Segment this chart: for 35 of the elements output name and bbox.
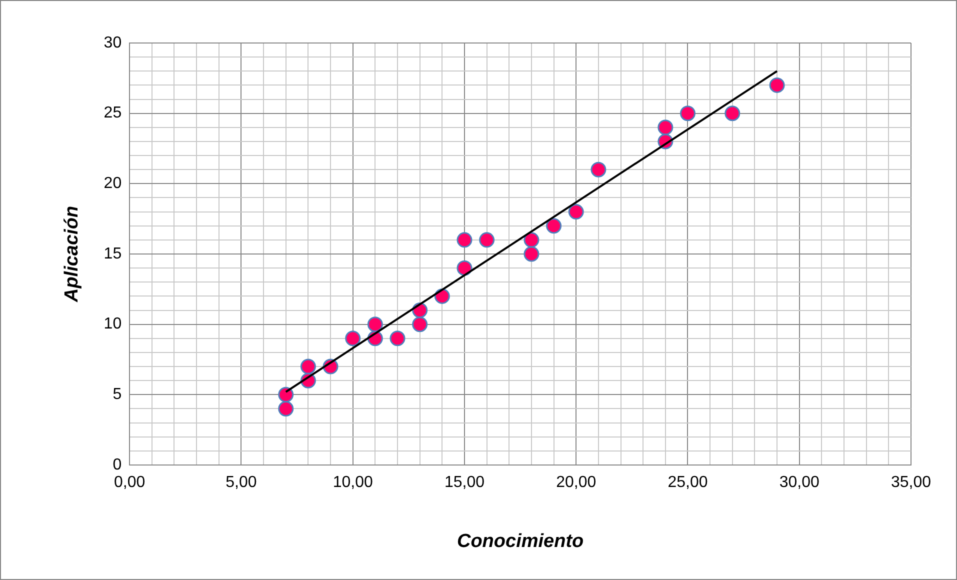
x-tick-label: 20,00 (556, 474, 596, 492)
y-tick-label: 30 (104, 34, 122, 52)
x-tick-label: 25,00 (668, 474, 708, 492)
point (724, 106, 740, 122)
point (524, 232, 540, 248)
y-tick-label: 15 (104, 245, 122, 262)
y-tick-label: 10 (104, 316, 122, 333)
y-tick-label: 25 (104, 104, 122, 122)
point (479, 232, 495, 248)
x-tick-label: 5,00 (226, 474, 257, 492)
point (367, 316, 383, 332)
y-axis-title: Aplicación (62, 206, 83, 304)
point (568, 204, 584, 220)
point (524, 246, 540, 262)
point (769, 77, 785, 93)
point (546, 218, 562, 234)
point (456, 232, 472, 248)
point (300, 358, 316, 374)
y-tick-label: 5 (112, 386, 122, 404)
x-tick-label: 30,00 (779, 474, 820, 492)
point (345, 330, 361, 346)
y-tick-label: 0 (112, 456, 122, 474)
point (590, 162, 606, 178)
x-tick-label: 35,00 (890, 474, 932, 492)
point (658, 120, 674, 136)
point (390, 330, 406, 346)
point (412, 316, 428, 332)
point (680, 106, 696, 122)
x-axis-title: Conocimiento (456, 530, 584, 552)
x-tick-label: 15,00 (444, 474, 485, 492)
point (278, 400, 294, 416)
point (278, 386, 294, 402)
x-tick-label: 0,00 (114, 474, 146, 492)
x-tick-label: 10,00 (332, 474, 373, 492)
y-tick-label: 20 (104, 175, 122, 192)
